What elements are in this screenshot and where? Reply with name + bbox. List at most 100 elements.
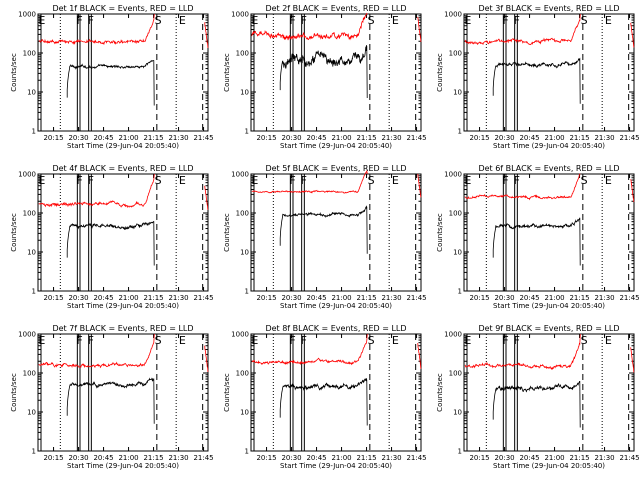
panel-title: Det 5f BLACK = Events, RED = LLD: [265, 164, 406, 173]
x-tick-label: 21:30: [168, 134, 188, 142]
y-tick-label: 1000: [231, 171, 249, 179]
x-tick-label: 20:45: [519, 294, 539, 302]
saa-flag: S: [581, 334, 588, 347]
x-tick-label: 21:00: [544, 454, 564, 462]
saa-flag: S: [581, 174, 588, 187]
lld-series-line: [464, 173, 581, 201]
plot-frame: [463, 13, 635, 132]
panel-det-2: Det 2f BLACK = Events, RED = LLD 1 10 100 10…: [223, 4, 427, 150]
y-tick-label: 100: [449, 50, 462, 58]
eclipse-flag: E: [179, 14, 186, 27]
eclipse-flag: E: [464, 14, 471, 27]
lld-recovery-line: [630, 179, 635, 203]
x-tick-label: 21:00: [331, 294, 351, 302]
y-axis-label: Counts/sec: [10, 373, 18, 412]
x-axis-label: Start Time (29-Jun-04 20:05:40): [493, 302, 605, 310]
events-series-line: [279, 377, 368, 426]
events-series-line: [66, 221, 155, 266]
events-series-line: [279, 45, 368, 99]
y-tick-label: 1: [458, 288, 462, 296]
eclipse-flag: E: [605, 174, 612, 187]
f-flag: F: [88, 14, 94, 27]
x-tick-label: 20:45: [93, 294, 113, 302]
eclipse-flag: E: [605, 334, 612, 347]
x-tick-label: 21:15: [356, 294, 376, 302]
panel-det-1: Det 1f BLACK = Events, RED = LLD 1 10 100 10…: [10, 4, 214, 150]
y-tick-label: 1: [32, 448, 36, 456]
plot-frame: [37, 333, 209, 452]
x-tick-label: 21:45: [619, 294, 639, 302]
x-tick-label: 21:45: [193, 294, 213, 302]
plot-frame: [37, 13, 209, 132]
y-tick-label: 10: [27, 409, 36, 417]
x-tick-label: 21:30: [168, 454, 188, 462]
x-tick-label: 21:15: [143, 454, 163, 462]
x-tick-label: 20:30: [494, 134, 514, 142]
panel-title: Det 7f BLACK = Events, RED = LLD: [52, 324, 193, 333]
x-tick-label: 20:30: [281, 294, 301, 302]
x-tick-label: 20:30: [494, 454, 514, 462]
plot-frame: [250, 173, 422, 292]
plot-frame: [37, 173, 209, 292]
events-series-line: [66, 377, 155, 424]
x-axis-label: Start Time (29-Jun-04 20:05:40): [280, 142, 392, 150]
y-tick-label: 10: [453, 409, 462, 417]
x-axis-label: Start Time (29-Jun-04 20:05:40): [280, 462, 392, 470]
f-flag: F: [502, 174, 508, 187]
f-flag: F: [289, 334, 295, 347]
lld-recovery-line: [204, 345, 209, 373]
x-tick-label: 20:45: [306, 134, 326, 142]
plot-frame: [463, 173, 635, 292]
x-tick-label: 20:15: [469, 294, 489, 302]
x-tick-label: 21:00: [331, 134, 351, 142]
y-tick-label: 10: [240, 409, 249, 417]
x-tick-label: 20:30: [68, 454, 88, 462]
x-tick-label: 20:30: [281, 134, 301, 142]
x-tick-label: 20:30: [68, 294, 88, 302]
y-axis-label: Counts/sec: [223, 373, 231, 412]
x-tick-label: 21:00: [118, 294, 138, 302]
y-tick-label: 10: [27, 89, 36, 97]
y-tick-label: 10: [240, 249, 249, 257]
f-flag: F: [502, 334, 508, 347]
y-tick-label: 100: [449, 210, 462, 218]
x-tick-label: 21:00: [331, 454, 351, 462]
y-axis-label: Counts/sec: [223, 213, 231, 252]
x-tick-label: 20:45: [519, 134, 539, 142]
eclipse-flag: E: [464, 174, 471, 187]
plot-frame: [250, 333, 422, 452]
eclipse-flag: E: [251, 334, 258, 347]
x-axis-label: Start Time (29-Jun-04 20:05:40): [67, 462, 179, 470]
lld-recovery-line: [417, 173, 422, 198]
lld-recovery-line: [417, 16, 422, 43]
y-axis-label: Counts/sec: [436, 213, 444, 252]
x-tick-label: 21:45: [406, 294, 426, 302]
f-flag: F: [76, 174, 82, 187]
panel-det-3: Det 3f BLACK = Events, RED = LLD 1 10 100 10…: [436, 4, 640, 150]
x-tick-label: 21:30: [381, 454, 401, 462]
lld-series-line: [251, 12, 368, 41]
y-tick-label: 10: [453, 249, 462, 257]
lld-series-line: [38, 13, 155, 45]
eclipse-flag: E: [38, 174, 45, 187]
x-axis-label: Start Time (29-Jun-04 20:05:40): [493, 462, 605, 470]
f-flag: F: [76, 14, 82, 27]
x-tick-label: 21:45: [619, 454, 639, 462]
y-axis-label: Counts/sec: [223, 53, 231, 92]
x-tick-label: 20:15: [256, 454, 276, 462]
x-tick-label: 20:15: [469, 134, 489, 142]
x-tick-label: 21:00: [118, 454, 138, 462]
panel-det-6: Det 6f BLACK = Events, RED = LLD 1 10 100 10…: [436, 164, 640, 310]
eclipse-flag: E: [464, 334, 471, 347]
lld-series-line: [464, 333, 581, 370]
x-tick-label: 20:15: [43, 294, 63, 302]
lld-recovery-line: [204, 185, 209, 210]
panel-title: Det 4f BLACK = Events, RED = LLD: [52, 164, 193, 173]
f-flag: F: [289, 14, 295, 27]
f-flag: F: [514, 334, 520, 347]
y-tick-label: 1000: [444, 331, 462, 339]
x-tick-label: 20:45: [93, 134, 113, 142]
f-flag: F: [88, 174, 94, 187]
y-tick-label: 10: [27, 249, 36, 257]
y-axis-label: Counts/sec: [10, 213, 18, 252]
